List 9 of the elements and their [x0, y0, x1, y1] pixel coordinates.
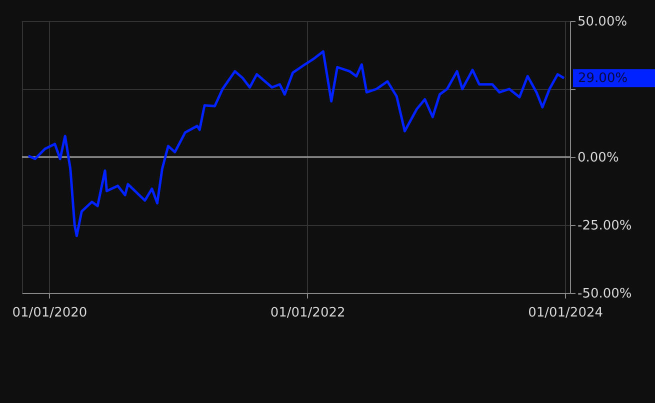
- y-tick-label: -50.00%: [578, 286, 632, 302]
- text: 29.00%: [578, 71, 628, 86]
- x-tick-label: 01/01/2024: [528, 306, 604, 320]
- line-series: [27, 50, 566, 238]
- y-tick-label: 0.00%: [578, 150, 619, 166]
- y-tick-label: -25.00%: [578, 218, 632, 234]
- x-tick-label: 01/01/2020: [12, 306, 88, 320]
- y-tick-label: 50.00%: [578, 14, 628, 30]
- x-tick-label: 01/01/2022: [270, 306, 346, 320]
